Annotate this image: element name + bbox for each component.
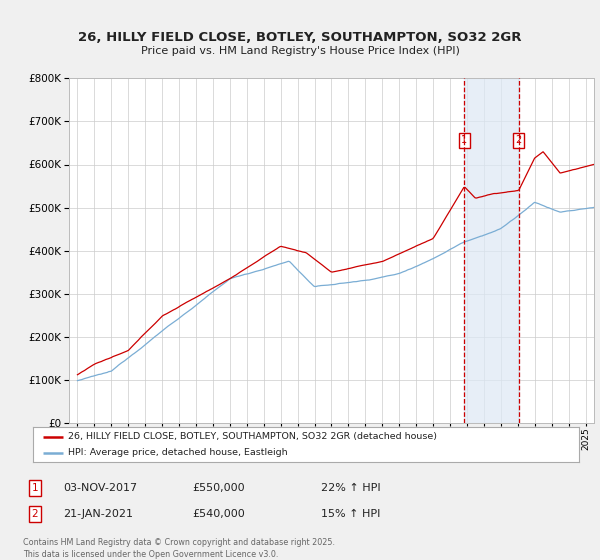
Text: Price paid vs. HM Land Registry's House Price Index (HPI): Price paid vs. HM Land Registry's House … xyxy=(140,46,460,56)
Text: 15% ↑ HPI: 15% ↑ HPI xyxy=(321,509,380,519)
Text: 03-NOV-2017: 03-NOV-2017 xyxy=(63,483,137,493)
Bar xyxy=(464,78,518,423)
Text: 1: 1 xyxy=(31,483,38,493)
Text: 2: 2 xyxy=(31,509,38,519)
Text: Contains HM Land Registry data © Crown copyright and database right 2025.
This d: Contains HM Land Registry data © Crown c… xyxy=(23,538,335,559)
Text: £540,000: £540,000 xyxy=(192,509,245,519)
Text: 26, HILLY FIELD CLOSE, BOTLEY, SOUTHAMPTON, SO32 2GR (detached house): 26, HILLY FIELD CLOSE, BOTLEY, SOUTHAMPT… xyxy=(68,432,437,441)
Text: £550,000: £550,000 xyxy=(192,483,245,493)
Text: 21-JAN-2021: 21-JAN-2021 xyxy=(63,509,133,519)
Text: 1: 1 xyxy=(461,136,467,146)
Text: HPI: Average price, detached house, Eastleigh: HPI: Average price, detached house, East… xyxy=(68,448,288,457)
Text: 22% ↑ HPI: 22% ↑ HPI xyxy=(321,483,380,493)
Text: 26, HILLY FIELD CLOSE, BOTLEY, SOUTHAMPTON, SO32 2GR: 26, HILLY FIELD CLOSE, BOTLEY, SOUTHAMPT… xyxy=(78,31,522,44)
Text: 2: 2 xyxy=(515,136,522,146)
